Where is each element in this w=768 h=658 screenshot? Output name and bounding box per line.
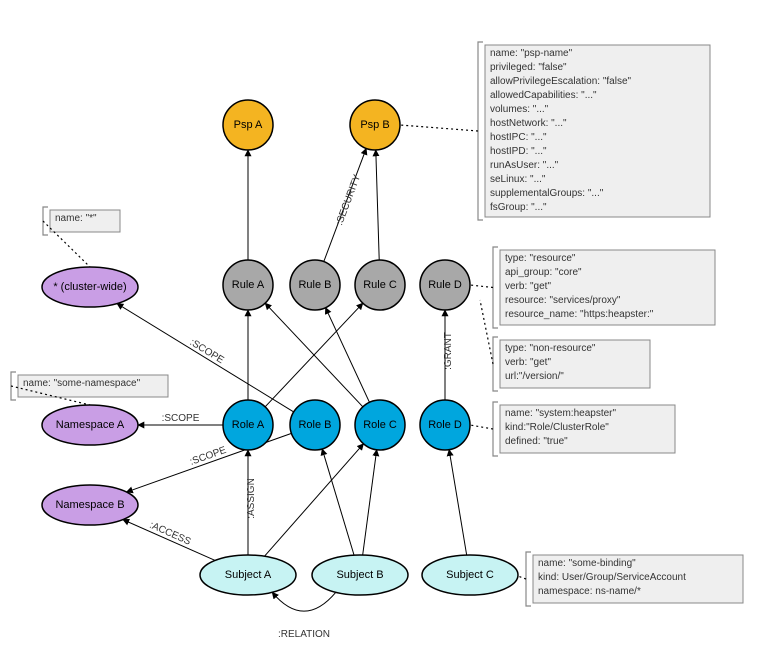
annot-line: resource_name: "https:heapster:"	[505, 309, 654, 320]
edge-label: :RELATION	[278, 629, 330, 640]
annot-line: hostIPC: "..."	[490, 132, 547, 143]
annot-rule-res: type: "resource" api_group: "core" verb: "…	[470, 247, 715, 328]
edge-subjA-roleC	[265, 444, 364, 556]
annot-line: allowPrivilegeEscalation: "false"	[490, 76, 632, 87]
edge-subjA-nsB	[123, 520, 215, 561]
annot-line: runAsUser: "..."	[490, 160, 559, 171]
edge-subjC-roleD	[449, 450, 467, 555]
annot-line: api_group: "core"	[505, 267, 582, 278]
annot-cluster: name: "*"	[43, 207, 120, 267]
rbac-diagram: :SECURITY:GRANT:SCOPE:SCOPE:SCOPE:ACCESS…	[0, 0, 768, 658]
annot-line: name: "*"	[55, 213, 97, 224]
edge-label: :GRANT	[443, 332, 454, 370]
annot-line: name: "psp-name"	[490, 48, 573, 59]
node-subjA: Subject A	[200, 555, 296, 595]
annot-line: allowedCapabilities: "..."	[490, 90, 597, 101]
edge-label: :SCOPE	[188, 445, 228, 468]
edge-label: :ASSIGN	[246, 478, 257, 519]
annot-line: name: "system:heapster"	[505, 408, 616, 419]
node-pspA: Psp A	[223, 100, 273, 150]
edge-roleC-ruleB	[326, 308, 370, 403]
node-pspB: Psp B	[350, 100, 400, 150]
annot-line: url:"/version/"	[505, 371, 564, 382]
annot-line: type: "non-resource"	[505, 343, 596, 354]
node-ruleC: Rule C	[355, 260, 405, 310]
node-roleD: Role D	[420, 400, 470, 450]
annot-line: hostIPD: "..."	[490, 146, 547, 157]
edge-label: :SCOPE	[162, 413, 200, 424]
node-roleB: Role B	[290, 400, 340, 450]
annot-line: defined: "true"	[505, 436, 568, 447]
annot-line: fsGroup: "..."	[490, 202, 547, 213]
annot-role: name: "system:heapster" kind:"Role/Cluste…	[470, 402, 675, 456]
annot-line: name: "some-binding"	[538, 558, 636, 569]
node-ruleD: Rule D	[420, 260, 470, 310]
node-nsA: Namespace A	[42, 405, 138, 445]
annot-line: seLinux: "..."	[490, 174, 546, 185]
node-cluster: * (cluster-wide)	[42, 267, 138, 307]
annot-line: name: "some-namespace"	[23, 378, 141, 389]
annot-line: kind: User/Group/ServiceAccount	[538, 572, 686, 583]
edge-label: :SCOPE	[188, 337, 226, 366]
annot-line: verb: "get"	[505, 357, 551, 368]
annot-line: type: "resource"	[505, 253, 576, 264]
annot-subj: name: "some-binding" kind: User/Group/Ser…	[515, 552, 743, 606]
edge-subjB-roleC	[363, 450, 377, 555]
node-roleC: Role C	[355, 400, 405, 450]
edge-label: :SECURITY	[334, 173, 363, 227]
annot-line: namespace: ns-name/*	[538, 586, 641, 597]
annot-line: volumes: "..."	[490, 104, 549, 115]
annot-line: hostNetwork: "..."	[490, 118, 567, 129]
annot-line: verb: "get"	[505, 281, 551, 292]
annot-line: privileged: "false"	[490, 62, 567, 73]
annot-nsA: name: "some-namespace"	[11, 372, 168, 405]
annot-psp: name: "psp-name" privileged: "false" allow…	[400, 42, 710, 220]
node-roleA: Role A	[223, 400, 273, 450]
node-subjC: Subject C	[422, 555, 518, 595]
annot-line: resource: "services/proxy"	[505, 295, 621, 306]
node-ruleB: Rule B	[290, 260, 340, 310]
node-ruleA: Rule A	[223, 260, 273, 310]
node-nsB: Namespace B	[42, 485, 138, 525]
edge-subjB-subjA	[272, 592, 336, 611]
edge-subjB-roleB	[322, 449, 354, 555]
annot-line: kind:"Role/ClusterRole"	[505, 422, 609, 433]
node-subjB: Subject B	[312, 555, 408, 595]
edge-ruleC-pspB	[376, 150, 379, 260]
annot-line: supplementalGroups: "..."	[490, 188, 604, 199]
